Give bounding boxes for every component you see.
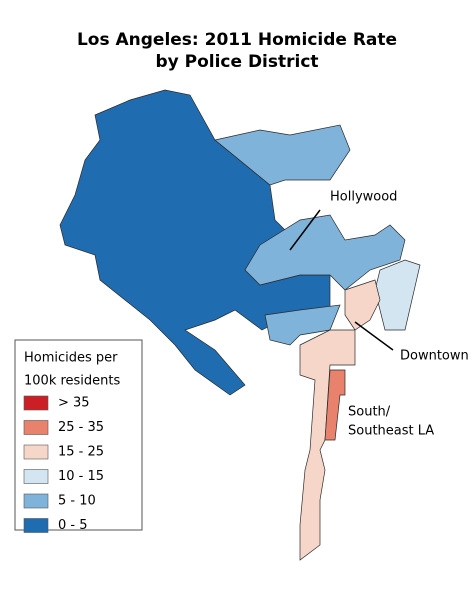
annotation: Hollywood	[330, 190, 397, 205]
annotation: South/	[348, 405, 391, 420]
legend-swatch	[23, 518, 49, 533]
legend-title: Homicides per	[24, 351, 118, 366]
legend-title: 100k residents	[24, 374, 121, 389]
annotation: Southeast LA	[348, 424, 434, 439]
map	[59, 89, 421, 561]
title-line: by Police District	[155, 52, 318, 72]
district	[324, 369, 346, 441]
legend-swatch	[23, 469, 49, 484]
legend-label: 10 - 15	[58, 469, 104, 484]
district	[299, 329, 356, 561]
district	[244, 214, 406, 291]
legend-swatch	[23, 420, 49, 435]
title-line: Los Angeles: 2011 Homicide Rate	[77, 30, 397, 50]
district	[344, 279, 381, 331]
legend-swatch	[23, 444, 49, 460]
legend-swatch	[23, 395, 49, 411]
leader-line	[289, 209, 321, 251]
district	[59, 89, 331, 396]
district	[214, 124, 351, 186]
legend-label: 0 - 5	[58, 518, 88, 533]
leader-line	[354, 321, 394, 351]
legend: Homicides per 100k residents > 35 25 - 35…	[14, 339, 143, 533]
district	[374, 259, 421, 331]
legend-swatch	[23, 493, 49, 509]
legend-label: 25 - 35	[58, 420, 104, 435]
legend-label: 15 - 25	[58, 445, 104, 460]
annotation: Downtown	[400, 349, 469, 364]
legend-label: 5 - 10	[58, 494, 96, 509]
legend-label: > 35	[58, 396, 90, 411]
district	[264, 304, 341, 346]
